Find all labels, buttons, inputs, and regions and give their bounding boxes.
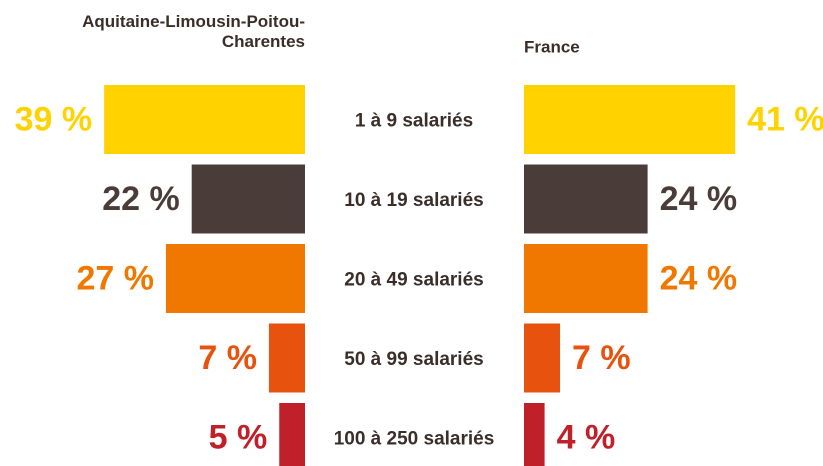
value-label: 39 % bbox=[15, 100, 93, 138]
value-label: 4 % bbox=[557, 418, 616, 456]
bar bbox=[268, 323, 305, 393]
bar bbox=[524, 323, 561, 393]
value-label: 27 % bbox=[76, 259, 154, 297]
value-label: 24 % bbox=[660, 259, 738, 297]
category-label: 50 à 99 salariés bbox=[344, 349, 483, 370]
category-label: 100 à 250 salariés bbox=[334, 429, 495, 450]
bar bbox=[524, 164, 648, 234]
bar bbox=[191, 164, 305, 234]
category-label: 1 à 9 salariés bbox=[355, 111, 473, 132]
value-label: 22 % bbox=[102, 180, 180, 218]
value-label: 7 % bbox=[572, 339, 631, 377]
value-label: 5 % bbox=[209, 418, 268, 456]
category-label: 20 à 49 salariés bbox=[344, 270, 483, 291]
bar bbox=[279, 403, 305, 466]
value-label: 41 % bbox=[747, 100, 823, 138]
bar bbox=[524, 244, 648, 313]
category-label: 10 à 19 salariés bbox=[344, 190, 483, 211]
series-title: Aquitaine-Limousin-Poitou-Charentes bbox=[82, 12, 305, 51]
value-label: 24 % bbox=[660, 180, 738, 218]
bar bbox=[165, 244, 305, 313]
series-title: France bbox=[524, 37, 580, 56]
bar bbox=[524, 85, 736, 154]
value-label: 7 % bbox=[198, 339, 257, 377]
bar bbox=[524, 403, 545, 466]
bar bbox=[104, 85, 306, 154]
